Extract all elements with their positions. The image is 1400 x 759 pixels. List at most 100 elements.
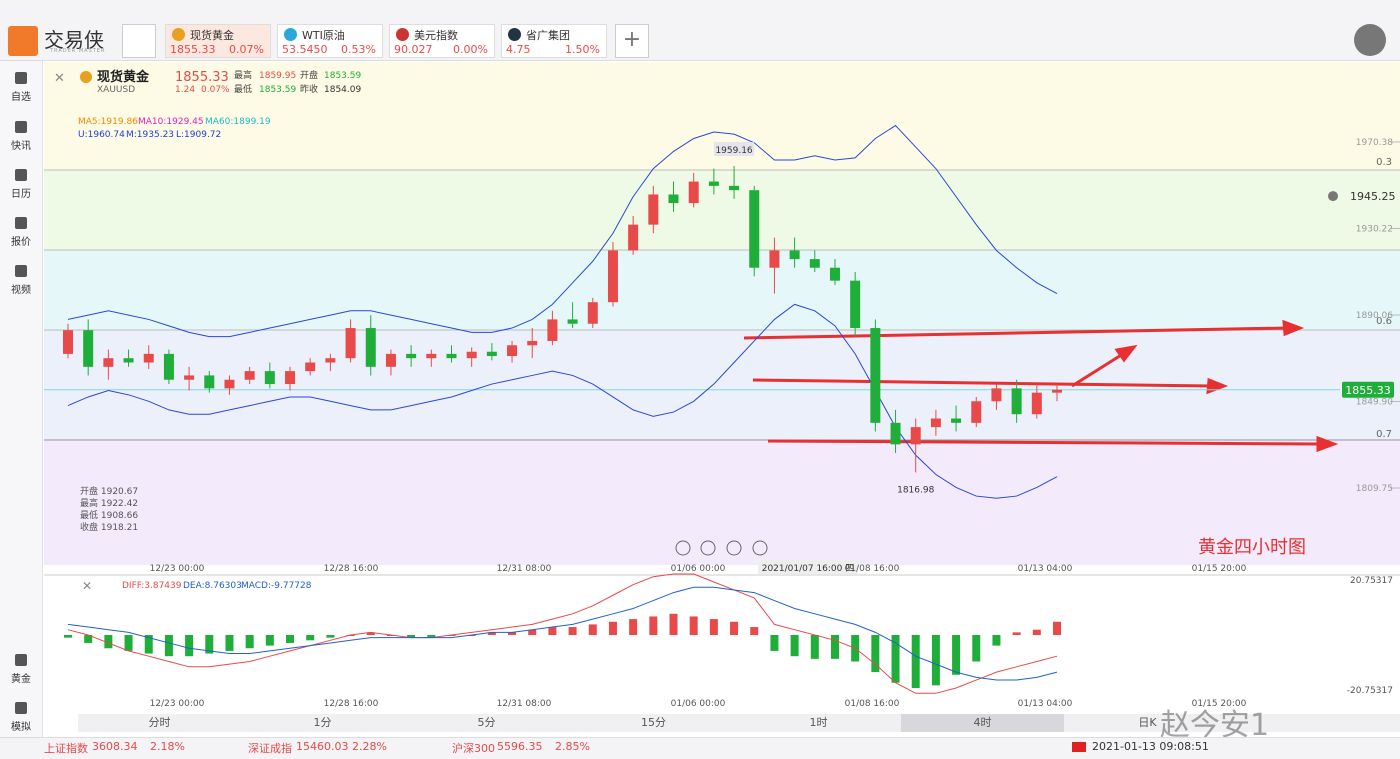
candle-body: [365, 328, 376, 367]
index-pct: 2.28%: [352, 740, 387, 753]
zoom-in[interactable]: [752, 540, 768, 556]
macd-legend: MACD:-9.77728: [241, 581, 312, 591]
index-value: 3608.34: [92, 740, 138, 753]
candle-body: [123, 358, 134, 363]
candle-body: [83, 330, 94, 367]
candle-body: [204, 375, 215, 389]
logo: 交易侠: [44, 28, 104, 52]
candle-body: [991, 388, 1002, 402]
tab[interactable]: 现货黄金 1855.33 0.07%: [165, 24, 271, 58]
candle-body: [789, 250, 800, 260]
side-item[interactable]: 报价: [0, 217, 42, 248]
side-item[interactable]: 视频: [0, 265, 42, 296]
min-label: 1816.98: [897, 485, 934, 495]
period[interactable]: 日K: [1138, 716, 1157, 729]
x-tick-label: 01/06 00:00: [671, 699, 726, 709]
candle-body: [850, 280, 861, 329]
field-value: 1853.59: [324, 71, 361, 81]
field-value: 1859.95: [259, 71, 296, 81]
next[interactable]: [726, 540, 742, 556]
macd-tick-label: 20.75317: [1350, 576, 1393, 586]
tab[interactable]: 省广集团 4.75 1.50%: [501, 24, 607, 58]
close-icon[interactable]: ✕: [54, 71, 65, 86]
period[interactable]: 分时: [148, 716, 171, 729]
add-tab[interactable]: +: [615, 24, 649, 58]
ohlc-info: 开盘 1920.67: [80, 485, 138, 497]
macd-bar: [931, 635, 940, 686]
candle-body: [567, 319, 578, 324]
macd-bar: [326, 635, 335, 638]
close-icon[interactable]: ✕: [82, 579, 92, 593]
x-tick-label: 12/31 08:00: [497, 699, 552, 709]
macd-bar: [649, 616, 658, 635]
candle-body: [829, 267, 840, 281]
macd-bar: [1012, 632, 1021, 635]
tab-name: 现货黄金: [190, 29, 234, 42]
macd-bar: [689, 616, 698, 635]
side-label: 报价: [11, 237, 31, 248]
candle-body: [527, 340, 538, 346]
macd-bar: [265, 635, 274, 646]
candle-body: [729, 185, 740, 191]
tab-change: 0.00%: [453, 43, 488, 56]
zoom-out[interactable]: [675, 540, 691, 556]
fib-label: 0.3: [1376, 157, 1392, 168]
side-item[interactable]: 自选: [0, 72, 42, 103]
fib-label: 0.7: [1376, 429, 1392, 440]
macd-bar: [730, 621, 739, 635]
candle-body: [910, 427, 921, 445]
side-item[interactable]: 快讯: [0, 121, 42, 152]
quote-change: 1.24: [175, 85, 195, 95]
avatar[interactable]: [1354, 24, 1386, 56]
period[interactable]: 4时: [901, 714, 1064, 732]
grid-button[interactable]: [122, 24, 156, 58]
candle-body: [264, 371, 275, 385]
candle-body: [224, 379, 235, 389]
candle-body: [870, 328, 881, 423]
macd-bar: [286, 635, 295, 643]
field-value: 1854.09: [324, 85, 361, 95]
side-item[interactable]: 黄金: [0, 654, 42, 685]
macd-bar: [810, 635, 819, 659]
side-item[interactable]: 模拟: [0, 702, 42, 733]
fib-zone: [44, 250, 1400, 330]
macd-bar: [225, 635, 234, 651]
macd-bar: [709, 619, 718, 635]
macd-bar: [164, 635, 173, 657]
candle-body: [547, 319, 558, 341]
index-name: 深证成指: [248, 742, 292, 755]
period[interactable]: 1时: [809, 716, 828, 729]
macd-bar: [124, 635, 133, 651]
ma-label: MA5:1919.86: [78, 117, 138, 127]
logo-icon: [8, 26, 38, 56]
tab-name: 美元指数: [414, 29, 458, 42]
boll-label: M:1935.23: [126, 130, 174, 140]
prev[interactable]: [700, 540, 716, 556]
candle-body: [749, 190, 760, 268]
quote-price: 1855.33: [175, 70, 229, 85]
macd-bar: [750, 627, 759, 635]
candle-body: [406, 353, 417, 359]
macd-legend: DIFF:3.87439: [122, 581, 182, 591]
macd-bar: [104, 635, 113, 649]
macd-bar: [1053, 621, 1061, 635]
x-tick-label: 01/15 20:00: [1192, 699, 1247, 709]
index-name: 沪深300: [452, 742, 495, 755]
tab[interactable]: WTI原油 53.5450 0.53%: [277, 24, 383, 58]
tab-change: 0.07%: [229, 43, 264, 56]
period[interactable]: 1分: [313, 716, 332, 729]
macd-bar: [972, 635, 981, 662]
statusbar: [0, 737, 1400, 759]
macd-bar: [528, 629, 537, 635]
tab-price: 90.027: [394, 43, 433, 56]
period[interactable]: 15分: [641, 716, 666, 729]
candle-body: [648, 194, 659, 225]
crosshair-label: 2021/01/07 16:00 四: [762, 564, 855, 574]
side-item[interactable]: 日历: [0, 169, 42, 200]
tab[interactable]: 美元指数 90.027 0.00%: [389, 24, 495, 58]
period[interactable]: 5分: [477, 716, 496, 729]
tab-change: 1.50%: [565, 43, 600, 56]
fib-zone: [44, 440, 1400, 565]
macd-bar: [952, 635, 961, 675]
